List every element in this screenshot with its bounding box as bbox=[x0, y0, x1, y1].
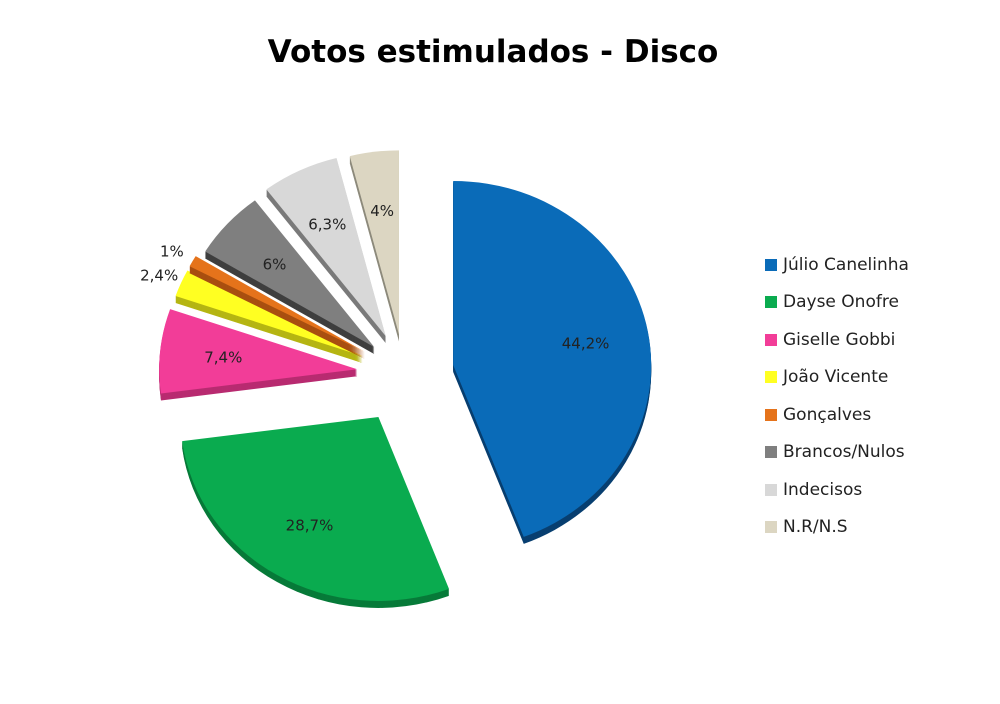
legend-swatch bbox=[765, 258, 777, 271]
legend-item: Brancos/Nulos bbox=[765, 434, 909, 472]
slice-top bbox=[205, 200, 375, 348]
chart-title: Votos estimulados - Disco bbox=[267, 34, 719, 70]
legend-item: Indecisos bbox=[765, 471, 909, 509]
legend-item: Dayse Onofre bbox=[765, 284, 909, 322]
legend-item: Gonçalves bbox=[765, 396, 909, 434]
legend: Júlio Canelinha Dayse Onofre Giselle Gobbi… bbox=[765, 246, 909, 546]
legend-item: Giselle Gobbi bbox=[765, 321, 909, 359]
legend-label: Dayse Onofre bbox=[783, 292, 899, 313]
pie-slice-7 bbox=[266, 157, 386, 344]
legend-label: Gonçalves bbox=[783, 404, 872, 425]
slice-top bbox=[453, 180, 652, 537]
slice-top bbox=[349, 150, 399, 335]
slice-top bbox=[182, 416, 449, 601]
slice-top bbox=[189, 256, 365, 352]
data-label: 2,4% bbox=[140, 266, 178, 284]
slice-top bbox=[159, 309, 358, 394]
legend-label: Brancos/Nulos bbox=[783, 442, 905, 463]
data-label: 6,3% bbox=[308, 215, 346, 233]
pie-slice-3 bbox=[159, 309, 358, 401]
legend-item: Júlio Canelinha bbox=[765, 246, 909, 284]
legend-label: Indecisos bbox=[783, 479, 863, 500]
slice-top bbox=[266, 157, 386, 337]
pie-slice-1 bbox=[453, 180, 652, 544]
data-label: 28,7% bbox=[286, 516, 334, 534]
data-label: 4% bbox=[370, 202, 394, 220]
pie-slice-4 bbox=[175, 270, 363, 364]
legend-label: João Vicente bbox=[783, 367, 889, 388]
legend-item: N.R/N.S bbox=[765, 509, 909, 547]
legend-swatch bbox=[765, 446, 777, 459]
pie-slice-8 bbox=[349, 150, 399, 342]
legend-label: Júlio Canelinha bbox=[783, 254, 909, 275]
legend-swatch bbox=[765, 333, 777, 346]
legend-item: João Vicente bbox=[765, 359, 909, 397]
data-label: 1% bbox=[160, 242, 184, 260]
pie-slice-5 bbox=[189, 256, 365, 359]
data-label: 6% bbox=[263, 255, 287, 273]
pie-slice-2 bbox=[182, 416, 449, 608]
legend-swatch bbox=[765, 371, 777, 384]
legend-swatch bbox=[765, 521, 777, 534]
legend-swatch bbox=[765, 296, 777, 309]
data-label: 44,2% bbox=[562, 334, 610, 352]
legend-label: Giselle Gobbi bbox=[783, 329, 896, 350]
data-label: 7,4% bbox=[204, 349, 242, 367]
legend-swatch bbox=[765, 408, 777, 421]
pie-slice-6 bbox=[205, 200, 375, 355]
legend-swatch bbox=[765, 483, 777, 496]
legend-label: N.R/N.S bbox=[783, 517, 848, 538]
